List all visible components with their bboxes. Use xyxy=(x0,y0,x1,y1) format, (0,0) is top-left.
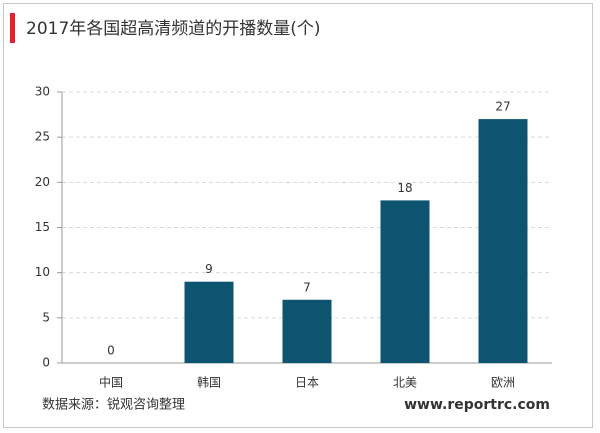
bar xyxy=(380,200,430,363)
value-label: 27 xyxy=(495,100,510,114)
x-tick-label: 韩国 xyxy=(197,375,221,390)
y-tick-label: 5 xyxy=(42,310,50,324)
x-tick-label: 中国 xyxy=(99,375,123,390)
value-label: 7 xyxy=(303,280,311,294)
x-tick-label: 北美 xyxy=(393,376,417,390)
value-label: 9 xyxy=(205,262,213,276)
bar xyxy=(184,281,234,363)
y-tick-label: 0 xyxy=(42,356,50,370)
y-tick-label: 15 xyxy=(35,220,50,234)
frame xyxy=(3,3,593,428)
source-note: 数据来源：锐观咨询整理 xyxy=(42,398,185,413)
title-accent xyxy=(10,13,15,43)
value-label: 0 xyxy=(107,344,115,358)
bar xyxy=(478,119,528,363)
y-tick-label: 25 xyxy=(35,130,50,144)
value-label: 18 xyxy=(397,181,412,195)
y-tick-label: 20 xyxy=(35,175,50,189)
y-tick-label: 30 xyxy=(35,85,50,99)
x-tick-label: 欧洲 xyxy=(491,376,515,390)
bar xyxy=(282,299,332,363)
website: www.reportrc.com xyxy=(404,397,550,413)
x-tick-label: 日本 xyxy=(295,376,319,390)
y-tick-label: 10 xyxy=(35,265,50,279)
chart-title: 2017年各国超高清频道的开播数量(个) xyxy=(26,19,321,39)
